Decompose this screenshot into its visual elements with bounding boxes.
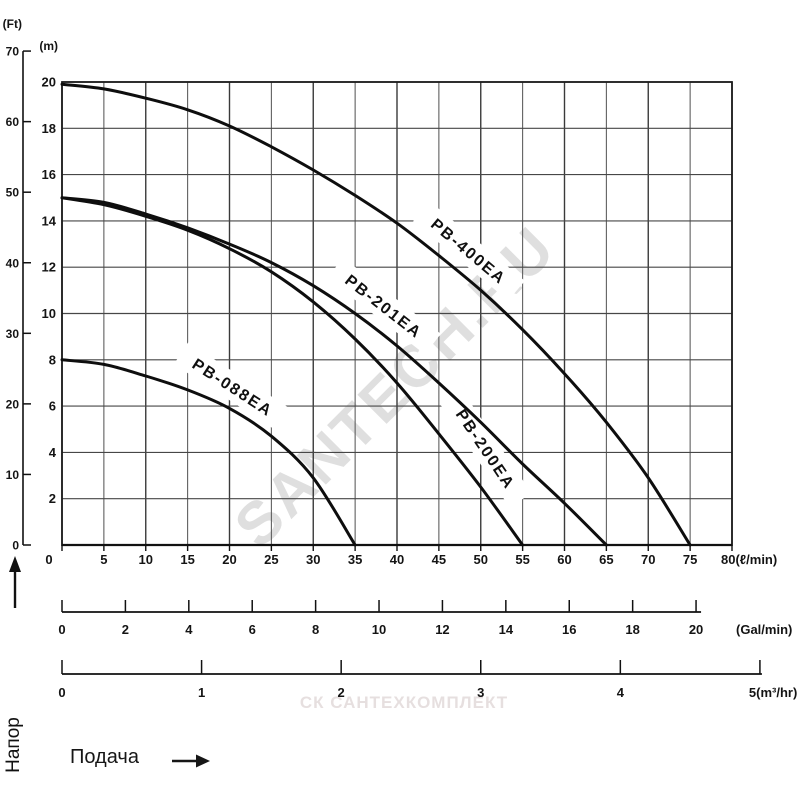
curve-label-band — [327, 257, 441, 355]
tick-label: 12 — [435, 622, 449, 637]
head-axis-title: Напор — [3, 717, 24, 773]
tick-label: 40 — [390, 552, 404, 567]
tick-label: 12 — [42, 260, 56, 275]
curve-label-band — [413, 201, 525, 301]
tick-label: 30 — [306, 552, 320, 567]
curve-label-PB-201EA: PB-201EA — [341, 272, 424, 342]
tick-label: 2 — [122, 622, 129, 637]
tick-label: 6 — [249, 622, 256, 637]
tick-label: 18 — [42, 121, 56, 136]
tick-label: 10 — [42, 306, 56, 321]
curve-label-bands — [173, 201, 532, 508]
tick-label: 25 — [264, 552, 278, 567]
flow-arrow-right-icon — [196, 754, 210, 768]
tick-label: 35 — [348, 552, 362, 567]
tick-label: 1 — [198, 685, 205, 700]
tick-label: 30 — [6, 327, 20, 341]
y-axis-ft: 0 10 20 30 40 50 60 70 (Ft) — [3, 17, 31, 553]
tick-label: 10 — [6, 468, 20, 482]
tick-label: 15 — [180, 552, 194, 567]
tick-label: 14 — [42, 213, 57, 228]
tick-label: 20 — [689, 622, 703, 637]
curve-PB-201EA — [60, 196, 608, 547]
tick-label: 0 — [12, 539, 19, 553]
direction-arrows — [9, 556, 210, 768]
flow-axis-title: Подача — [70, 746, 139, 768]
x-axis-gal-unit: (Gal/min) — [736, 622, 792, 637]
tick-label: 18 — [625, 622, 639, 637]
tick-label: 60 — [6, 115, 20, 129]
tick-label: 8 — [312, 622, 319, 637]
tick-label: 50 — [474, 552, 488, 567]
tick-label: 75 — [683, 552, 697, 567]
grid — [61, 81, 733, 547]
tick-label: 50 — [6, 186, 20, 200]
tick-label: 55 — [515, 552, 529, 567]
x-axis-m3hr-last-label: 5(m³/hr) — [749, 685, 797, 700]
y-axis-m: 2 4 6 8 10 12 14 16 18 20 (m) — [39, 39, 58, 506]
head-arrow-up-icon — [9, 556, 21, 572]
curve-PB-200EA — [60, 196, 525, 547]
tick-label: 40 — [6, 256, 20, 270]
label-band-rect — [327, 257, 441, 355]
curve-PB-400EA — [60, 82, 692, 547]
tick-label: 2 — [338, 685, 345, 700]
tick-label: 0 — [58, 622, 65, 637]
tick-label: 20 — [42, 75, 56, 90]
y-axis-ft-unit: (Ft) — [3, 17, 22, 31]
tick-label: 3 — [477, 685, 484, 700]
curve-label-band — [440, 390, 532, 508]
tick-label: 8 — [49, 352, 56, 367]
y-axis-m-unit: (m) — [39, 39, 58, 53]
label-band-rect — [413, 201, 525, 301]
tick-label: 6 — [49, 399, 56, 414]
tick-label: 10 — [372, 622, 386, 637]
label-band-rect — [440, 390, 532, 508]
tick-label: 16 — [562, 622, 576, 637]
x-axis-m3hr: 0 1 2 3 4 5(m³/hr) — [58, 660, 797, 700]
tick-label: 65 — [599, 552, 613, 567]
tick-label: 0 — [58, 685, 65, 700]
label-band-rect — [173, 342, 293, 432]
curve-label-text: PB-201EA — [341, 272, 424, 342]
tick-label: 5 — [100, 552, 107, 567]
curve-label-band — [173, 342, 293, 432]
tick-label: 60 — [557, 552, 571, 567]
tick-label: 10 — [139, 552, 153, 567]
x-axis-lmin: 0 5 10 15 20 25 30 35 40 45 50 55 60 65 70 75 80(ℓ/min) — [45, 545, 777, 567]
x-axis-gal: 0 2 4 6 8 10 12 14 16 18 20 (Gal/min) — [58, 600, 792, 637]
tick-label: 4 — [617, 685, 625, 700]
tick-label: 20 — [6, 397, 20, 411]
tick-label: 70 — [641, 552, 655, 567]
tick-label: 20 — [222, 552, 236, 567]
tick-label: 14 — [499, 622, 514, 637]
tick-label: 70 — [6, 45, 20, 59]
tick-label: 4 — [49, 445, 57, 460]
x-axis-lmin-last-label: 80(ℓ/min) — [721, 552, 777, 567]
curve-PB-088EA — [60, 358, 357, 547]
tick-label: 2 — [49, 491, 56, 506]
tick-label: 45 — [432, 552, 446, 567]
tick-label: 16 — [42, 167, 56, 182]
tick-label: 0 — [45, 552, 52, 567]
tick-label: 4 — [185, 622, 193, 637]
